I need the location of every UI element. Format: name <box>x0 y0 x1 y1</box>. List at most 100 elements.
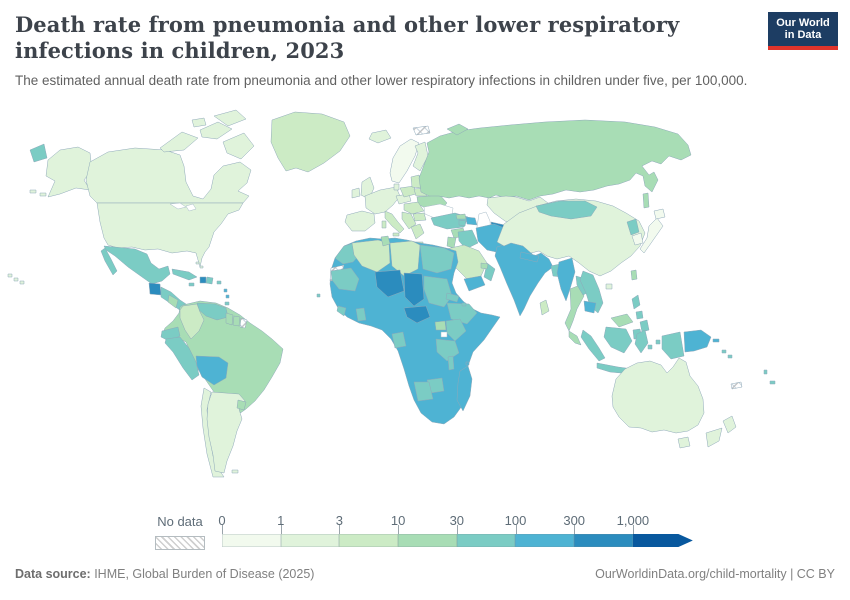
canada-arctic-island[interactable] <box>191 117 207 128</box>
country-taiwan[interactable] <box>630 269 638 281</box>
country-botswana[interactable] <box>413 381 434 402</box>
legend-segment-300-1000[interactable] <box>574 534 633 547</box>
russia-novaya-zemlya[interactable] <box>446 123 469 136</box>
new-zealand-north-island[interactable] <box>722 415 737 434</box>
country-kenya[interactable] <box>445 318 467 342</box>
country-italy-sicily[interactable] <box>392 232 400 237</box>
indonesia-sumatra[interactable] <box>580 329 606 362</box>
falkland-islands[interactable] <box>231 469 239 474</box>
country-cape-verde[interactable] <box>316 293 321 298</box>
country-venezuela[interactable] <box>196 302 229 321</box>
solomon-islands[interactable] <box>727 354 733 359</box>
lesser-antilles[interactable] <box>225 294 230 299</box>
country-russia[interactable] <box>418 119 692 201</box>
country-myanmar[interactable] <box>556 257 576 302</box>
hawaii[interactable] <box>7 273 13 278</box>
png-new-britain[interactable] <box>712 338 720 343</box>
country-iraq[interactable] <box>457 229 479 250</box>
country-ireland[interactable] <box>351 187 361 199</box>
country-bolivia[interactable] <box>195 355 229 386</box>
territory-new-caledonia[interactable] <box>730 381 743 390</box>
country-central-african-republic[interactable] <box>403 305 431 324</box>
country-cambodia[interactable] <box>583 300 597 314</box>
country-cuba[interactable] <box>171 268 198 281</box>
country-colombia[interactable] <box>179 303 205 340</box>
indonesia-west-papua[interactable] <box>661 331 685 360</box>
country-spain-portugal[interactable] <box>344 210 376 232</box>
country-malawi[interactable] <box>447 355 455 371</box>
country-niger[interactable] <box>374 269 405 298</box>
country-italy[interactable] <box>384 210 405 234</box>
country-mexico[interactable] <box>103 245 171 285</box>
country-algeria[interactable] <box>351 239 391 273</box>
legend-segment-0-1[interactable] <box>222 534 281 547</box>
aleutian-islands[interactable] <box>29 189 37 194</box>
solomon-islands[interactable] <box>721 349 727 354</box>
legend-segment-3-10[interactable] <box>339 534 399 547</box>
country-haiti[interactable] <box>199 276 207 284</box>
legend-segment-30-100[interactable] <box>456 534 516 547</box>
territory-svalbard[interactable] <box>412 125 431 136</box>
country-armenia[interactable] <box>458 219 467 227</box>
country-puerto-rico[interactable] <box>216 280 222 285</box>
no-data-swatch[interactable] <box>155 536 205 550</box>
country-nepal[interactable] <box>519 251 540 263</box>
country-libya[interactable] <box>389 240 421 277</box>
country-canada[interactable] <box>85 147 252 204</box>
country-egypt[interactable] <box>419 244 455 274</box>
country-france-germany[interactable] <box>364 186 401 215</box>
country-china[interactable] <box>496 198 646 277</box>
hawaii[interactable] <box>13 277 19 282</box>
japan-hokkaido[interactable] <box>653 208 666 220</box>
bahamas[interactable] <box>199 265 204 269</box>
country-denmark[interactable] <box>393 183 400 191</box>
indonesia-borneo[interactable] <box>603 326 633 354</box>
country-australia[interactable] <box>611 357 705 434</box>
lesser-antilles[interactable] <box>223 288 228 293</box>
aleutian-islands[interactable] <box>39 192 47 197</box>
country-gabon[interactable] <box>391 331 407 349</box>
attribution-link[interactable]: OurWorldinData.org/child-mortality | CC … <box>595 567 835 581</box>
country-madagascar[interactable] <box>456 365 473 412</box>
country-comoros[interactable] <box>465 361 470 366</box>
country-trinidad[interactable] <box>224 301 230 306</box>
country-nicaragua[interactable] <box>167 294 179 309</box>
country-sri-lanka[interactable] <box>539 299 550 316</box>
country-sudan[interactable] <box>423 275 453 308</box>
country-georgia[interactable] <box>455 213 467 220</box>
africa-base[interactable] <box>329 237 501 425</box>
country-india[interactable] <box>494 241 554 317</box>
country-dominican-republic[interactable] <box>205 276 214 285</box>
russia-sakhalin[interactable] <box>642 192 650 209</box>
country-russia-chukotka[interactable] <box>29 143 48 163</box>
hawaii[interactable] <box>19 280 25 285</box>
country-italy-sardinia[interactable] <box>381 220 387 229</box>
country-south-korea[interactable] <box>631 232 644 246</box>
country-peru[interactable] <box>164 336 200 381</box>
canada-ellesmere-island[interactable] <box>213 109 247 127</box>
china-hainan[interactable] <box>605 283 613 290</box>
country-north-korea[interactable] <box>626 218 640 236</box>
country-philippines[interactable] <box>631 294 641 310</box>
country-philippines[interactable] <box>639 319 650 333</box>
country-yemen[interactable] <box>463 275 486 292</box>
bahamas[interactable] <box>195 261 200 265</box>
country-sierra-leone-liberia[interactable] <box>336 305 347 317</box>
country-philippines[interactable] <box>635 310 644 320</box>
country-greece[interactable] <box>410 223 425 240</box>
country-azerbaijan[interactable] <box>465 216 478 226</box>
country-uruguay[interactable] <box>236 399 247 411</box>
country-mauritania[interactable] <box>330 267 360 292</box>
legend-segment-1-3[interactable] <box>280 534 340 547</box>
country-ghana[interactable] <box>355 307 367 322</box>
new-zealand-south-island[interactable] <box>705 427 723 448</box>
country-uae[interactable] <box>480 262 489 270</box>
country-chad[interactable] <box>403 272 425 307</box>
country-vietnam[interactable] <box>579 270 604 314</box>
legend-segment-10-30[interactable] <box>398 534 457 547</box>
country-fiji[interactable] <box>769 380 776 385</box>
country-greenland[interactable] <box>270 111 351 173</box>
canada-arctic-island[interactable] <box>159 131 199 153</box>
country-guatemala[interactable] <box>148 282 162 296</box>
country-united-states[interactable] <box>96 202 244 268</box>
